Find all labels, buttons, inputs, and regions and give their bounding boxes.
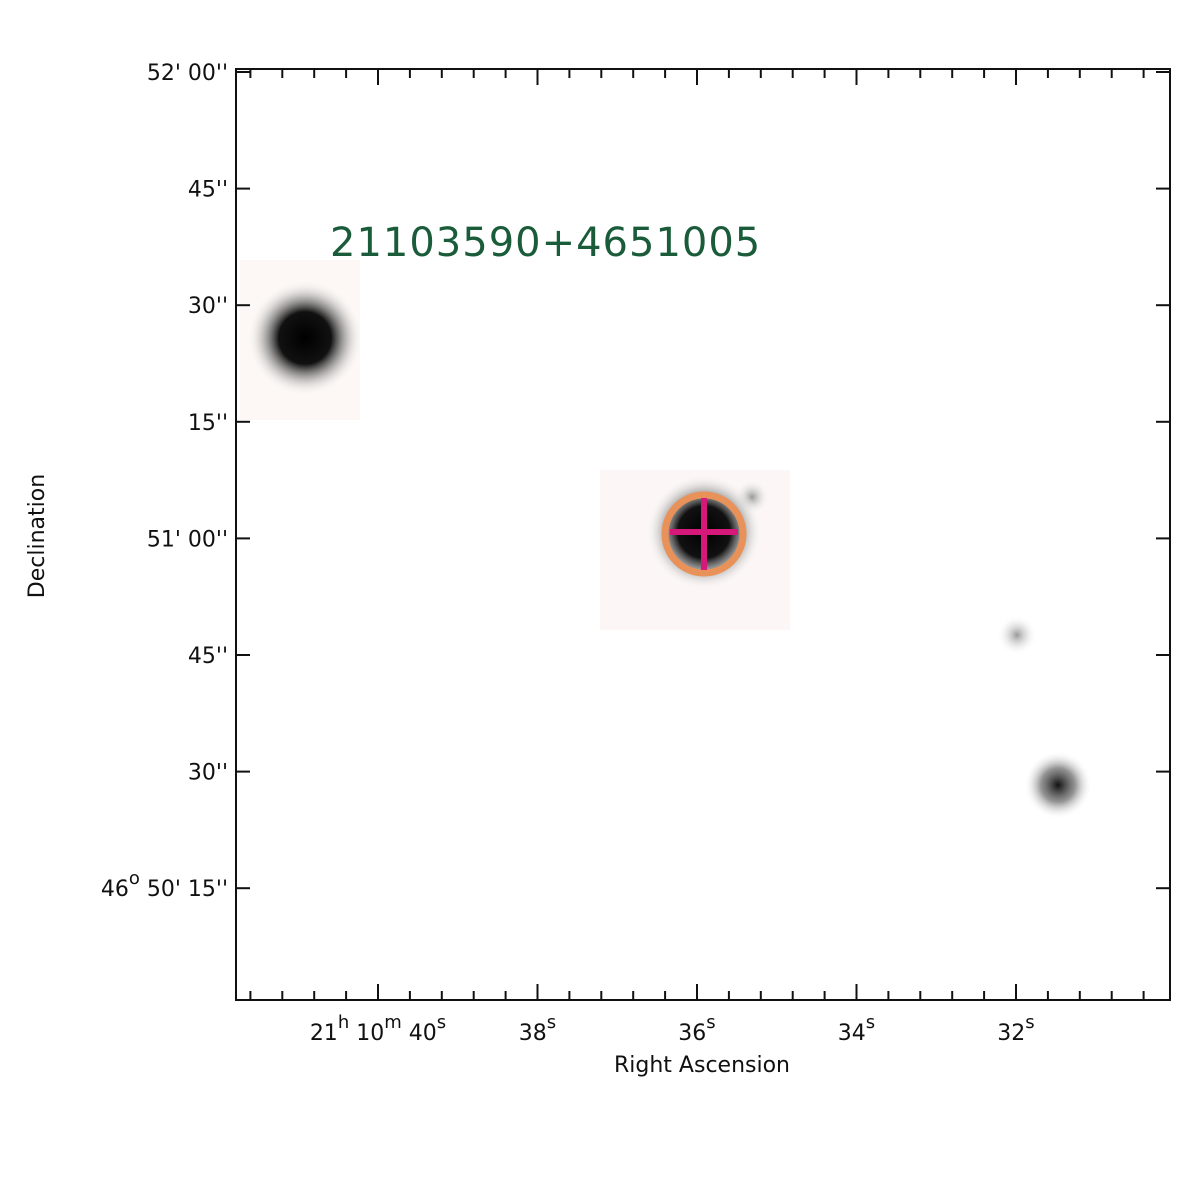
tick-label: 30'': [188, 761, 228, 786]
tick-label: 34s​: [838, 1012, 875, 1046]
tick-label-part: 38: [519, 1021, 547, 1046]
tick-label: 36s​: [678, 1012, 715, 1046]
tick-label-sup: s: [866, 1012, 875, 1033]
tick-label-part: 32: [997, 1021, 1025, 1046]
tick-label: 30'': [188, 294, 228, 319]
tick-label-sup: s: [1025, 1012, 1034, 1033]
tick-label-part: 10: [349, 1021, 384, 1046]
tick-label-part: 50' 15'': [140, 877, 228, 902]
tick-label-part: 21: [310, 1021, 338, 1046]
tick-label-sup: m: [384, 1012, 402, 1033]
star: [1024, 751, 1092, 819]
tick-label: 32s​: [997, 1012, 1034, 1046]
tick-label-part: 46: [101, 877, 129, 902]
star: [997, 615, 1037, 655]
target-circle: [661, 491, 747, 577]
tick-label: 51' 00'': [147, 527, 228, 552]
tick-label-sup: s: [437, 1012, 446, 1033]
tick-label-part: 45'': [188, 644, 228, 669]
plot-frame: [235, 68, 1171, 1001]
sky-image: [240, 260, 1092, 819]
tick-label: 38s​: [519, 1012, 556, 1046]
tick-label-part: 40: [402, 1021, 437, 1046]
tick-label-part: 45'': [188, 178, 228, 203]
tick-label-part: 52' 00'': [147, 61, 228, 86]
tick-label-sup: s: [706, 1012, 715, 1033]
tick-label-part: 30'': [188, 761, 228, 786]
tick-label: 52' 00'': [147, 61, 228, 86]
x-axis-label: Right Ascension: [614, 1053, 790, 1078]
star: [247, 280, 363, 396]
tick-label-sup: h: [338, 1012, 349, 1033]
tick-label: 46o​ 50' 15'': [101, 868, 228, 902]
tick-label-part: 51' 00'': [147, 527, 228, 552]
tick-label-part: 30'': [188, 294, 228, 319]
tick-label: 15'': [188, 411, 228, 436]
y-axis-label: Declination: [25, 474, 50, 598]
source-label: 21103590+4651005: [330, 220, 761, 266]
tick-label: 21h​ 10m​ 40s​: [310, 1012, 446, 1046]
tick-label-sup: o: [129, 868, 140, 889]
tick-label-sup: s: [547, 1012, 556, 1033]
tick-label: 45'': [188, 644, 228, 669]
tick-label: 45'': [188, 178, 228, 203]
tick-label-part: 15'': [188, 411, 228, 436]
tick-label-part: 34: [838, 1021, 866, 1046]
tick-label-part: 36: [678, 1021, 706, 1046]
